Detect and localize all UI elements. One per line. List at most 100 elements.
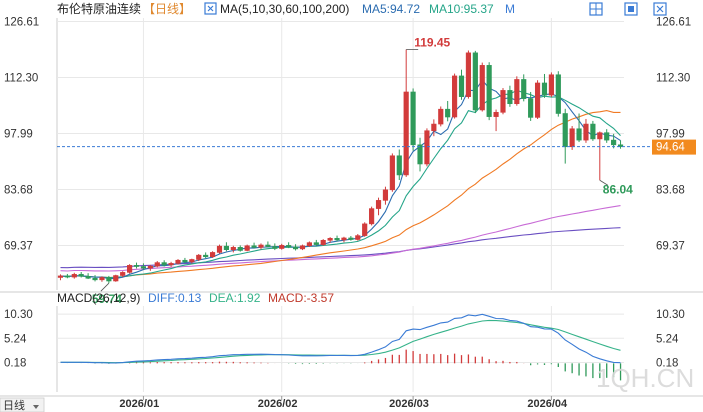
ma5-value: MA5:94.72 bbox=[362, 2, 420, 16]
candle-down bbox=[590, 123, 596, 140]
price-tick-left: 112.30 bbox=[4, 72, 38, 84]
candle-down bbox=[611, 139, 617, 146]
candle-up bbox=[362, 223, 368, 236]
price-tick-right: 97.99 bbox=[656, 128, 685, 140]
candle-up bbox=[320, 239, 326, 245]
price-tick-left: 126.61 bbox=[4, 16, 39, 28]
diff-line bbox=[60, 313, 621, 364]
candle-down bbox=[237, 247, 243, 251]
candle-down bbox=[286, 245, 292, 248]
candle-down bbox=[106, 277, 112, 282]
period-tab[interactable]: 日线 bbox=[0, 397, 45, 412]
macd-grid bbox=[0, 306, 703, 397]
candle-down bbox=[313, 242, 319, 245]
candle-up bbox=[327, 238, 333, 241]
candle-up bbox=[147, 265, 153, 269]
candle-up bbox=[431, 123, 437, 132]
candle-down bbox=[396, 155, 402, 176]
period-label[interactable]: 【日线】 bbox=[143, 2, 191, 16]
candle-down bbox=[507, 90, 513, 105]
candlesticks bbox=[57, 49, 624, 284]
price-annotations: 94.64 119.45 59.74 86.04 bbox=[57, 36, 696, 306]
ma60-line bbox=[60, 205, 621, 272]
candle-up bbox=[355, 235, 361, 240]
macd-params: MACD(26,12,9) bbox=[57, 291, 140, 305]
candle-up bbox=[514, 79, 520, 105]
candle-up bbox=[71, 274, 77, 278]
more-ma-label[interactable]: M bbox=[505, 2, 515, 16]
moving-average-lines bbox=[60, 79, 621, 280]
candle-up bbox=[403, 91, 409, 176]
macd-lines bbox=[60, 313, 621, 364]
candle-up bbox=[493, 112, 499, 117]
candle-up bbox=[369, 208, 375, 225]
candle-up bbox=[168, 263, 174, 266]
candle-down bbox=[64, 275, 70, 278]
candle-down bbox=[562, 113, 568, 148]
candle-up bbox=[583, 123, 589, 141]
candle-down bbox=[133, 265, 140, 267]
watermark: 1QH.CN bbox=[596, 363, 694, 393]
high-price-label: 119.45 bbox=[414, 36, 450, 50]
candle-up bbox=[299, 245, 306, 250]
macd-tick-left: 5.24 bbox=[4, 333, 27, 345]
candle-down bbox=[92, 277, 98, 281]
candle-down bbox=[528, 98, 534, 118]
candle-down bbox=[617, 144, 624, 147]
candle-up bbox=[548, 74, 554, 96]
candle-down bbox=[417, 144, 423, 165]
macd-tick-right: 5.24 bbox=[656, 333, 679, 345]
candle-up bbox=[127, 265, 133, 273]
ma-params: MA(5,10,30,60,100,200) bbox=[220, 2, 349, 16]
candle-down bbox=[182, 259, 188, 263]
candle-down bbox=[203, 254, 209, 258]
candle-up bbox=[438, 108, 444, 125]
candle-up bbox=[57, 275, 64, 278]
candle-down bbox=[272, 246, 278, 249]
price-tick-left: 83.68 bbox=[4, 184, 33, 196]
candle-up bbox=[341, 237, 347, 241]
candle-down bbox=[576, 128, 582, 141]
candle-down bbox=[555, 74, 561, 114]
expand-icon[interactable] bbox=[204, 2, 217, 15]
grid-lines bbox=[0, 18, 703, 293]
date-label: 2026/04 bbox=[527, 398, 568, 410]
candle-down bbox=[458, 75, 465, 97]
candle-down bbox=[334, 238, 340, 241]
maximize-icon[interactable] bbox=[624, 2, 638, 16]
recent-low-label: 86.04 bbox=[603, 182, 633, 196]
price-tick-left: 69.37 bbox=[4, 241, 33, 253]
candle-down bbox=[292, 246, 299, 250]
candle-down bbox=[348, 237, 354, 240]
date-axis: 2026/01 2026/02 2026/03 2026/04 bbox=[119, 396, 568, 410]
candle-up bbox=[279, 245, 285, 249]
candle-up bbox=[500, 90, 506, 113]
dea-value: DEA:1.92 bbox=[209, 291, 261, 305]
macd-axis: 10.30 10.30 5.24 5.24 0.18 0.18 bbox=[4, 309, 685, 369]
candle-down bbox=[78, 274, 84, 277]
settings-icon[interactable] bbox=[653, 2, 667, 16]
ma100-line bbox=[60, 227, 621, 269]
date-label: 2026/03 bbox=[389, 398, 429, 410]
diff-value: DIFF:0.13 bbox=[148, 291, 202, 305]
candle-down bbox=[541, 82, 548, 96]
candle-up bbox=[99, 277, 105, 281]
fullscreen-icon[interactable] bbox=[589, 2, 603, 16]
candle-up bbox=[244, 245, 250, 251]
candle-up bbox=[196, 254, 202, 260]
candle-up bbox=[154, 262, 160, 267]
low-marker-line bbox=[100, 282, 110, 292]
candle-up bbox=[230, 247, 236, 250]
candle-up bbox=[597, 132, 603, 140]
macd-tick-right: 10.30 bbox=[656, 309, 685, 321]
candle-up bbox=[113, 275, 119, 282]
price-tick-right: 69.37 bbox=[656, 241, 685, 253]
ma5-line bbox=[60, 79, 621, 280]
candle-down bbox=[410, 91, 416, 146]
candle-down bbox=[472, 52, 478, 111]
chevron-down-icon bbox=[33, 405, 39, 409]
candle-down bbox=[140, 266, 147, 269]
candle-up bbox=[382, 189, 389, 201]
ma10-value: MA10:95.37 bbox=[429, 2, 494, 16]
